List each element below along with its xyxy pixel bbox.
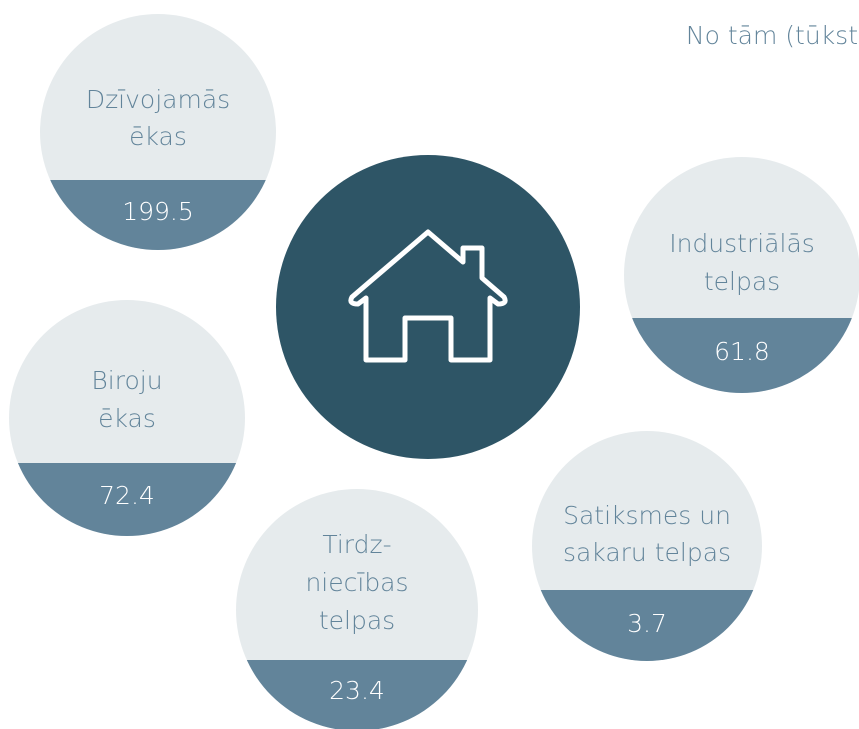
item: Tirdz-niecības telpas 23.4 [236, 489, 478, 729]
header-title: No tām (tūkst [686, 21, 858, 50]
item: Satiksmes un sakaru telpas 3.7 [532, 431, 762, 661]
item-value: 72.4 [99, 481, 155, 510]
item-label: Satiksmes un [563, 501, 731, 530]
item-label: Biroju [91, 366, 162, 395]
item-label: ēkas [129, 122, 187, 151]
center-circle [276, 155, 580, 459]
item-value: 61.8 [714, 337, 770, 366]
item: Industriālās telpas 61.8 [624, 157, 859, 393]
item-label: Industriālās [669, 229, 815, 258]
item-label: Dzīvojamās [86, 85, 230, 114]
item-value: 23.4 [329, 676, 385, 705]
item-label: ēkas [98, 404, 156, 433]
item-label: niecības [305, 568, 408, 597]
item-label: sakaru telpas [563, 538, 731, 567]
item-value: 3.7 [627, 609, 667, 638]
item-value: 199.5 [122, 197, 194, 226]
item-label: Tirdz- [322, 530, 391, 559]
item: Dzīvojamās ēkas 199.5 [40, 14, 276, 250]
item-label: telpas [319, 606, 395, 635]
house-icon [348, 229, 508, 363]
item: Biroju ēkas 72.4 [9, 300, 245, 536]
item-label: telpas [704, 267, 780, 296]
